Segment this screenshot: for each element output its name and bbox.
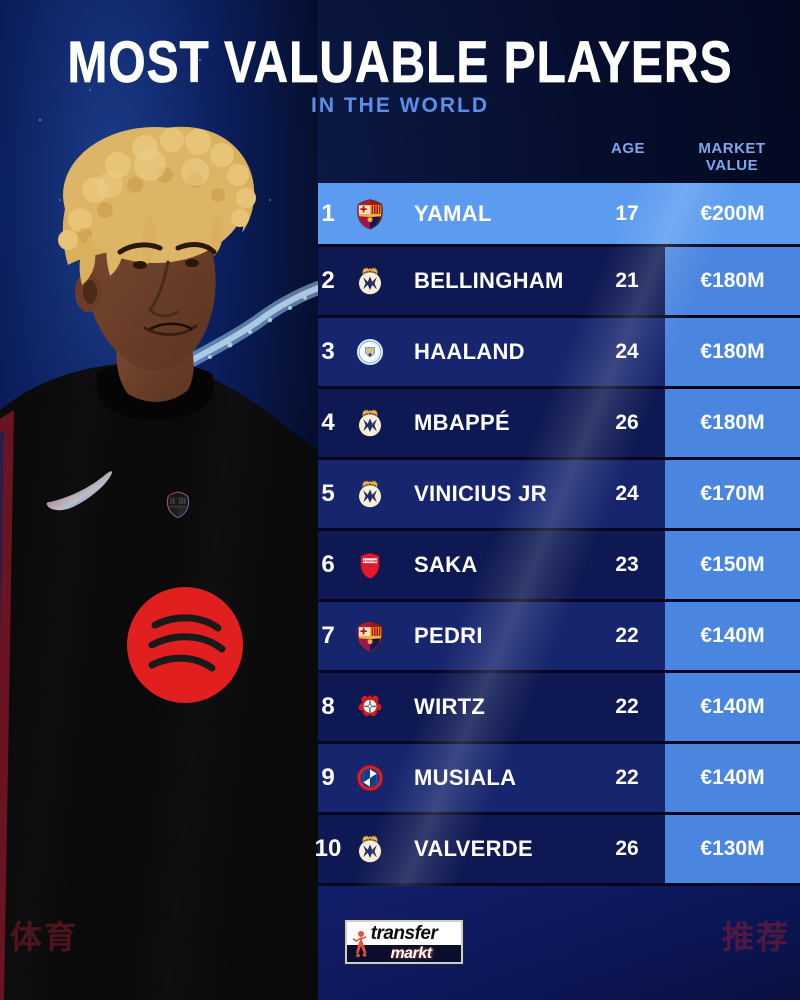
svg-text:Arsenal: Arsenal <box>362 558 378 563</box>
